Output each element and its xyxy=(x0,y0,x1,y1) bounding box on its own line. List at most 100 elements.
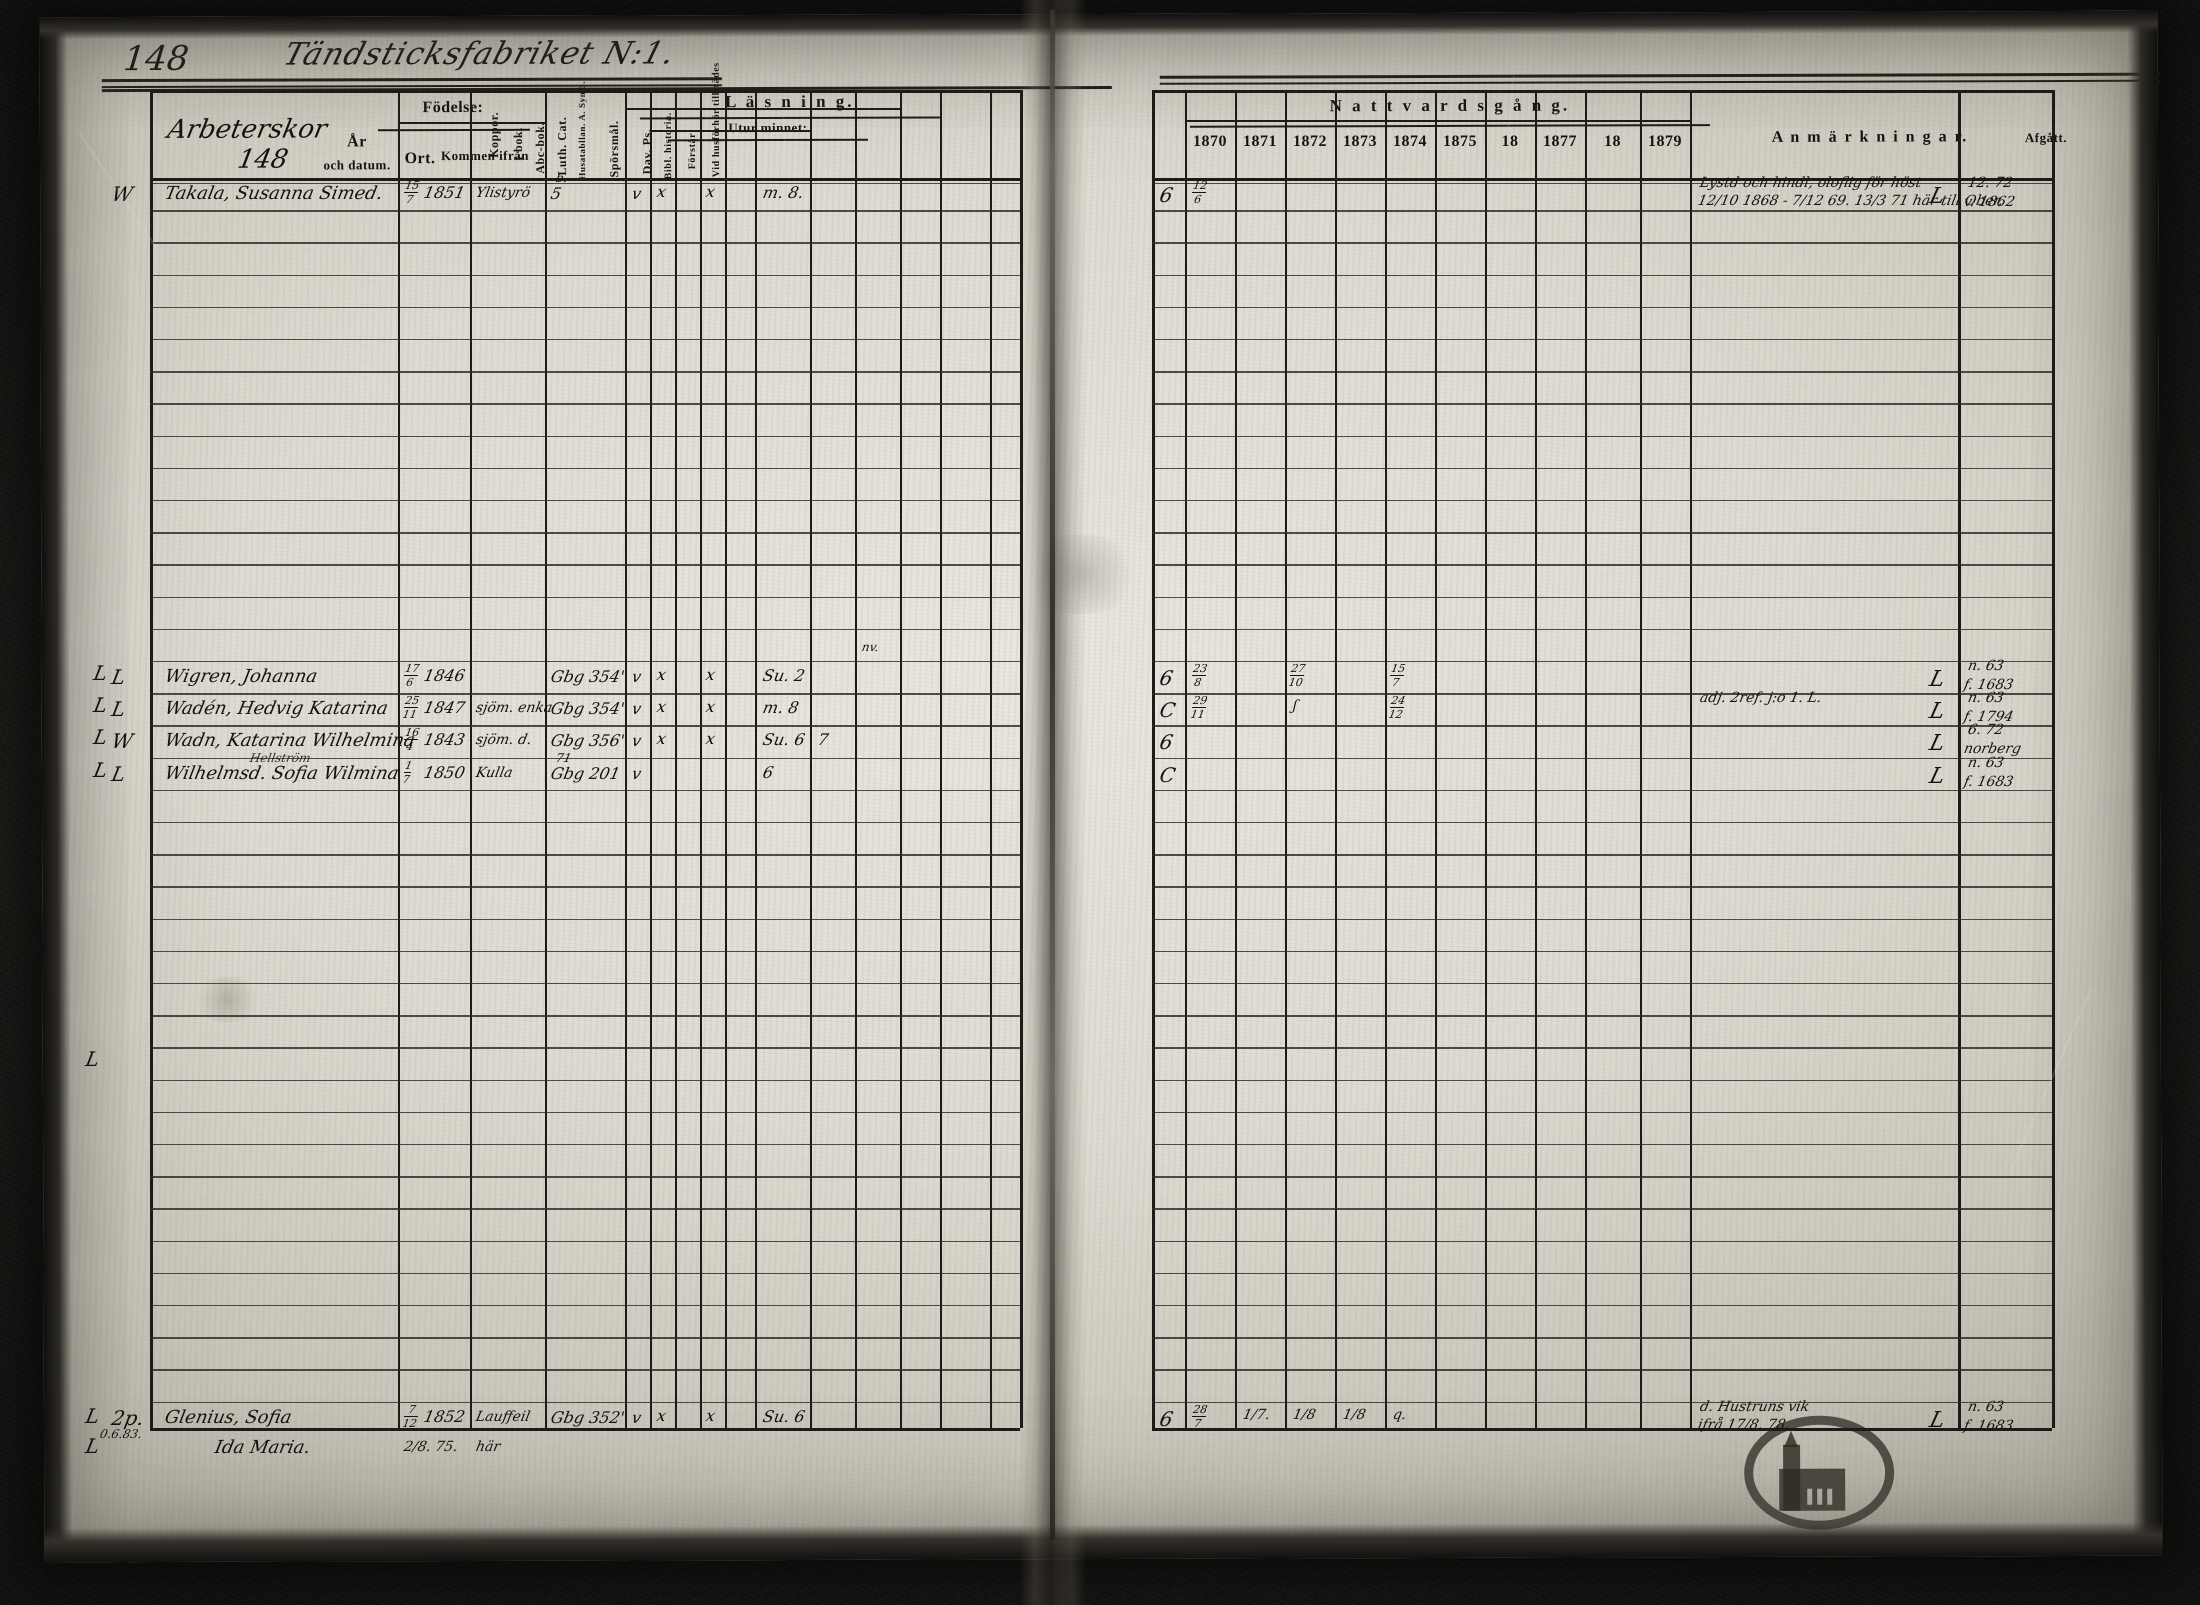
column-header-year-4: 1873 xyxy=(1343,133,1377,150)
handwritten-entry: x xyxy=(655,182,668,201)
handwritten-entry: L xyxy=(109,761,128,786)
handwritten-date-fraction: 25 11 xyxy=(401,694,421,722)
handwritten-entry: Wadén, Hedvig Katarina xyxy=(163,698,390,720)
handwritten-entry: ifrå 17/8. 78. xyxy=(1696,1416,1792,1433)
grid-vline xyxy=(1435,90,1437,1428)
grid-hline xyxy=(1152,306,2052,309)
grid-hline xyxy=(150,1208,1020,1210)
handwritten-entry: Lauffeil xyxy=(474,1408,532,1425)
handwritten-entry: m. 8 xyxy=(761,698,801,718)
grid-vline xyxy=(990,90,992,1428)
grid-vline xyxy=(470,90,472,1428)
handwritten-entry: x xyxy=(655,665,668,684)
handwritten-entry: v xyxy=(630,763,643,783)
handwritten-entry: b. xyxy=(554,171,569,185)
grid-hline xyxy=(1152,435,2052,437)
grid-hline xyxy=(1152,822,2052,824)
grid-hline xyxy=(1152,628,2052,631)
grid-vline xyxy=(755,90,757,1428)
grid-hline xyxy=(1152,178,2052,181)
handwritten-entry: 0.6.83. xyxy=(98,1426,144,1441)
handwritten-date-fraction: 27 10 xyxy=(1287,662,1307,689)
handwritten-entry: 1847 xyxy=(422,698,467,718)
margin-mark: L xyxy=(91,757,110,782)
grid-hline xyxy=(150,1428,1020,1431)
grid-vline xyxy=(2052,90,2055,1428)
handwritten-entry: Glenius, Sofia xyxy=(163,1406,294,1428)
grid-hline xyxy=(1152,854,2052,856)
grid-vline xyxy=(1485,90,1487,1428)
grid-hline xyxy=(1152,1337,2052,1339)
grid-vline xyxy=(1020,90,1023,1428)
grid-hline xyxy=(150,661,1020,663)
handwritten-entry: Su. 6 xyxy=(761,1406,807,1426)
grid-hline xyxy=(150,467,1020,470)
column-header-year-6: 1875 xyxy=(1443,133,1477,150)
handwritten-entry: x xyxy=(655,729,668,749)
column-header-year-9: 18 xyxy=(1604,133,1621,150)
handwritten-entry: 1846 xyxy=(422,666,467,685)
handwritten-entry: 7 xyxy=(816,730,831,750)
grid-hline xyxy=(1152,532,2052,534)
grid-hline xyxy=(150,183,1020,185)
grid-hline xyxy=(1152,1176,2052,1178)
grid-hline xyxy=(150,1047,1020,1049)
handwritten-entry: v xyxy=(630,731,643,751)
handwritten-entry: n. 63 xyxy=(1966,658,2006,674)
handwritten-entry: x xyxy=(704,729,717,749)
grid-hline xyxy=(150,789,1020,792)
handwritten-entry: Wigren, Johanna xyxy=(163,666,320,687)
afgatt-check-mark: L xyxy=(1926,667,1948,692)
grid-hline xyxy=(150,693,1020,695)
grid-hline xyxy=(150,918,1020,920)
grid-hline xyxy=(150,435,1020,437)
grid-hline xyxy=(150,274,1020,276)
grid-hline xyxy=(150,90,1020,93)
column-header-year-10: 1879 xyxy=(1648,133,1682,150)
handwritten-entry: 2p. xyxy=(109,1405,147,1430)
grid-hline xyxy=(1152,1240,2052,1242)
grid-vline xyxy=(1535,90,1537,1428)
grid-vline xyxy=(1152,90,1155,1428)
grid-hline xyxy=(1152,1428,2052,1431)
grid-hline xyxy=(150,500,1020,502)
grid-hline xyxy=(1152,918,2052,920)
handwritten-entry: Wilhelmsd. Sofia Wilmina xyxy=(163,762,401,784)
grid-hline xyxy=(1152,983,2052,985)
handwritten-entry: x xyxy=(704,1405,717,1425)
margin-mark: L xyxy=(91,725,110,750)
handwritten-entry: d. Hustruns vik xyxy=(1698,1398,1811,1415)
afgatt-check-mark: L xyxy=(1926,699,1948,725)
handwritten-entry: 1/8 xyxy=(1341,1406,1368,1423)
margin-mark: L xyxy=(83,1047,102,1072)
grid-hline xyxy=(1152,467,2052,470)
handwritten-date-fraction: 17 6 xyxy=(403,662,421,689)
handwritten-entry: 6 xyxy=(761,762,776,782)
handwritten-entry: adj. 2ref. j:o 1. L. xyxy=(1698,690,1824,707)
handwritten-entry: x xyxy=(704,697,717,717)
handwritten-entry: Su. 2 xyxy=(761,666,807,685)
handwritten-entry: Gbg 356' xyxy=(549,731,627,751)
handwritten-entry: Su. 6 xyxy=(761,730,807,750)
grid-hline xyxy=(1152,403,2052,405)
grid-hline xyxy=(150,1401,1020,1403)
grid-hline xyxy=(150,1144,1020,1146)
grid-vline xyxy=(398,90,400,1428)
handwritten-entry: 6 xyxy=(1157,666,1176,690)
handwritten-entry: C xyxy=(1157,698,1178,723)
handwritten-entry: n. 63 xyxy=(1966,1398,2006,1415)
handwritten-date-fraction: 7 12 xyxy=(402,1403,421,1430)
handwritten-entry: x xyxy=(704,182,717,201)
handwritten-entry: Gbg 201 xyxy=(549,763,622,783)
handwritten-date-fraction: 24 12 xyxy=(1387,694,1407,722)
grid-hline xyxy=(150,950,1020,953)
grid-hline xyxy=(150,532,1020,534)
grid-hline xyxy=(1152,1305,2052,1307)
handwritten-date-fraction: 16 4 xyxy=(403,726,421,754)
grid-vline xyxy=(700,90,702,1428)
column-header-year-7: 18 xyxy=(1501,133,1519,150)
grid-hline xyxy=(625,108,900,110)
grid-hline xyxy=(1152,1369,2052,1371)
grid-hline xyxy=(650,130,810,132)
